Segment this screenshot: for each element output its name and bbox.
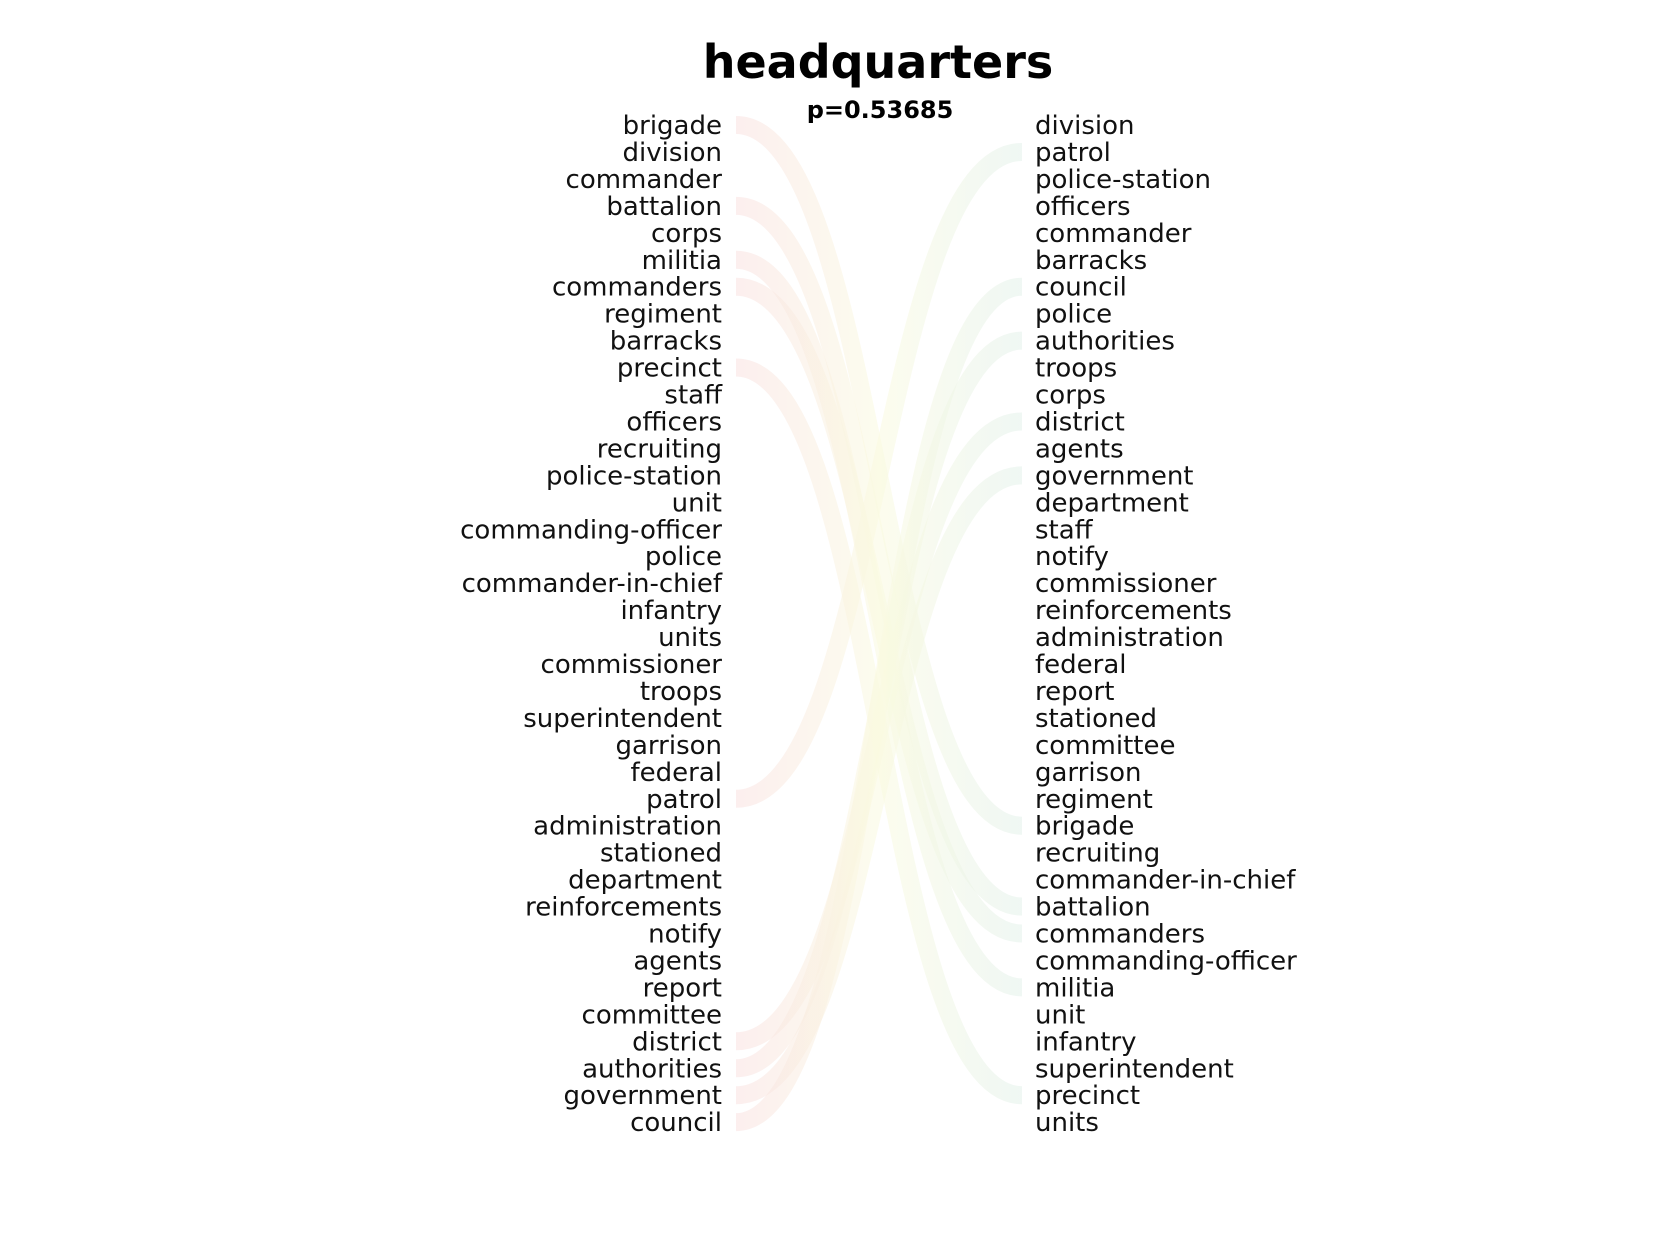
right-label: council (1035, 273, 1127, 303)
left-label: district (632, 1027, 722, 1057)
left-label: reinforcements (525, 893, 722, 923)
right-label: superintendent (1035, 1054, 1234, 1084)
right-label: commanders (1035, 920, 1205, 950)
right-label: commanding-officer (1035, 946, 1297, 976)
right-label: authorities (1035, 327, 1175, 357)
right-label: stationed (1035, 704, 1157, 734)
curve-patrol (735, 142, 1023, 808)
right-label: commander-in-chief (1035, 866, 1296, 896)
left-label: police-station (546, 461, 722, 491)
left-label: commissioner (541, 650, 723, 680)
curve-battalion (735, 196, 1023, 916)
right-label: recruiting (1035, 839, 1160, 869)
right-label: agents (1035, 434, 1124, 464)
left-label: battalion (606, 192, 722, 222)
right-label: units (1035, 1108, 1099, 1138)
left-label: staff (664, 381, 723, 411)
left-word-list: brigadedivisioncommanderbattalioncorpsmi… (460, 111, 723, 1138)
left-label: report (643, 973, 722, 1003)
left-label: commanding-officer (460, 515, 722, 545)
left-label: division (623, 138, 723, 168)
left-label: notify (648, 920, 722, 950)
left-label: commander-in-chief (462, 569, 723, 599)
right-label: brigade (1035, 812, 1134, 842)
left-label: recruiting (597, 434, 722, 464)
left-label: militia (642, 246, 722, 276)
left-label: garrison (615, 731, 722, 761)
left-label: unit (672, 488, 722, 518)
left-label: brigade (623, 111, 722, 141)
right-label: staff (1035, 515, 1094, 545)
left-label: patrol (646, 785, 722, 815)
curve-commanders (735, 277, 1023, 943)
left-label: council (630, 1108, 722, 1138)
left-label: federal (631, 758, 723, 788)
right-label: report (1035, 677, 1114, 707)
left-label: commander (566, 165, 723, 195)
right-label: notify (1035, 542, 1109, 572)
left-label: commanders (552, 273, 722, 303)
right-label: garrison (1035, 758, 1142, 788)
right-label: department (1035, 488, 1189, 518)
right-label: corps (1035, 381, 1106, 411)
left-label: police (645, 542, 722, 572)
right-label: infantry (1035, 1027, 1137, 1057)
right-label: reinforcements (1035, 596, 1232, 626)
right-label: battalion (1035, 893, 1151, 923)
left-label: officers (626, 407, 722, 437)
right-label: government (1035, 461, 1194, 491)
left-label: regiment (604, 300, 722, 330)
left-label: administration (533, 812, 722, 842)
right-label: officers (1035, 192, 1131, 222)
left-label: precinct (617, 354, 722, 384)
right-label: committee (1035, 731, 1175, 761)
curve-council (734, 277, 1024, 1132)
chart-subtitle: p=0.53685 (807, 96, 954, 124)
left-label: infantry (620, 596, 722, 626)
right-label: regiment (1035, 785, 1153, 815)
right-label: barracks (1035, 246, 1147, 276)
left-label: units (658, 623, 722, 653)
left-label: barracks (610, 327, 722, 357)
chart-title: headquarters (703, 35, 1054, 89)
right-word-list: divisionpatrolpolice-stationofficerscomm… (1035, 111, 1297, 1138)
right-label: commissioner (1035, 569, 1217, 599)
right-label: division (1035, 111, 1135, 141)
right-label: administration (1035, 623, 1224, 653)
right-label: police-station (1035, 165, 1211, 195)
left-label: superintendent (523, 704, 722, 734)
left-label: department (568, 866, 722, 896)
right-label: federal (1035, 650, 1127, 680)
right-label: patrol (1035, 138, 1111, 168)
right-label: precinct (1035, 1081, 1140, 1111)
right-label: militia (1035, 973, 1115, 1003)
left-label: authorities (582, 1054, 722, 1084)
right-label: police (1035, 300, 1112, 330)
left-label: government (563, 1081, 722, 1111)
right-label: troops (1035, 354, 1117, 384)
connection-curves (734, 116, 1024, 1132)
left-label: stationed (600, 839, 722, 869)
left-label: agents (633, 946, 722, 976)
right-label: commander (1035, 219, 1192, 249)
right-label: unit (1035, 1000, 1085, 1030)
right-label: district (1035, 407, 1125, 437)
left-label: troops (640, 677, 722, 707)
left-label: committee (582, 1000, 722, 1030)
left-label: corps (651, 219, 722, 249)
